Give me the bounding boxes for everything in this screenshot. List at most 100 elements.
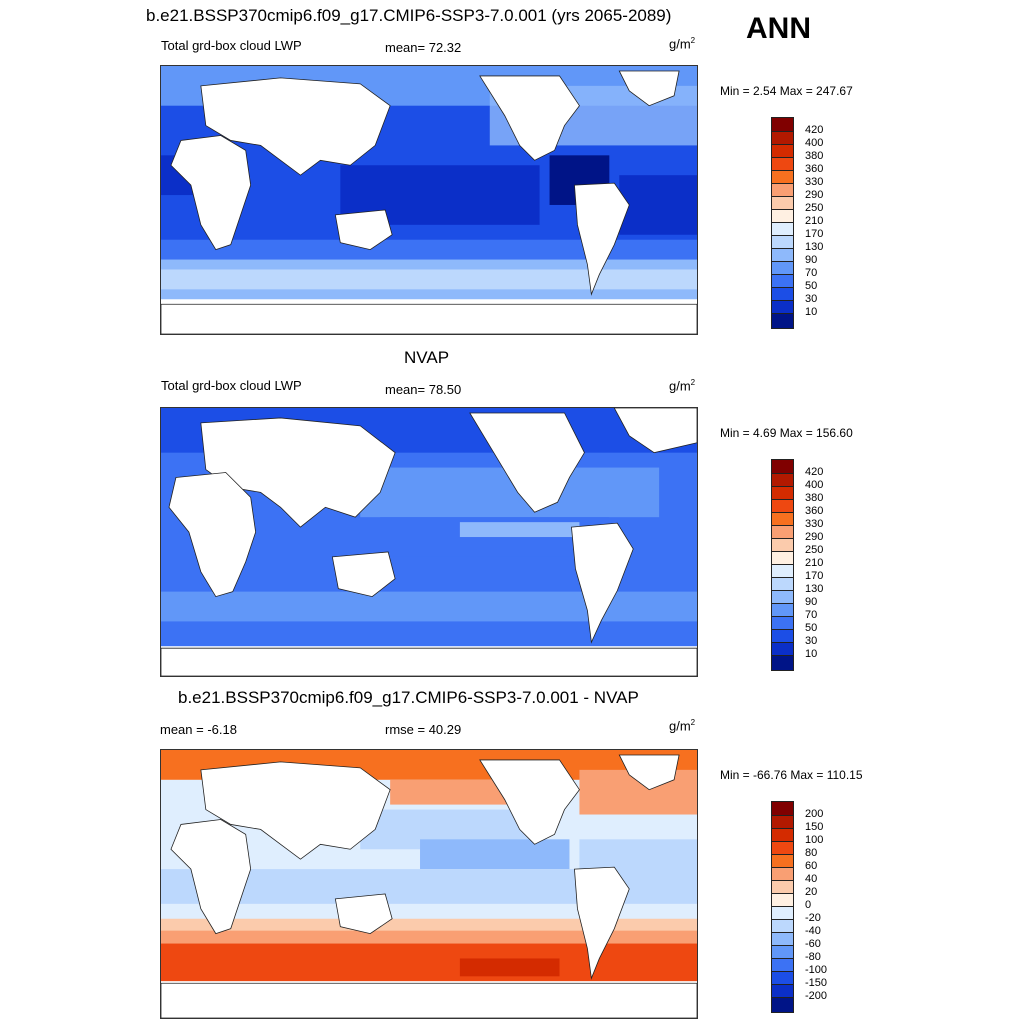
cb3-seg: [772, 815, 793, 828]
cb1-label: 420: [805, 124, 824, 136]
cb3-seg: [772, 945, 793, 958]
panel1-mean-label: mean= 72.32: [385, 40, 462, 55]
cb1-seg: [772, 248, 793, 261]
cb1-seg: [772, 157, 793, 170]
cb3-label: -20: [805, 912, 821, 924]
cb3-seg: [772, 958, 793, 971]
panel2-title: NVAP: [404, 348, 450, 367]
cb1-label: 70: [805, 267, 818, 279]
panel1-map-svg: [161, 66, 697, 334]
cb3-seg: [772, 893, 793, 906]
panel3-rmse-label: rmse = 40.29: [385, 722, 462, 737]
panel3-colorbar: [771, 801, 794, 1013]
cb2-seg: [772, 564, 793, 577]
cb2-seg: [772, 499, 793, 512]
cb2-seg: [772, 603, 793, 616]
panel1-colorbar: [771, 117, 794, 329]
cb3-label: 100: [805, 834, 824, 846]
cb1-label: 290: [805, 189, 824, 201]
cb3-seg: [772, 802, 793, 815]
cb2-label: 250: [805, 544, 824, 556]
cb1-label: 330: [805, 176, 824, 188]
cb2-seg: [772, 473, 793, 486]
cb1-seg: [772, 183, 793, 196]
cb3-label: -80: [805, 951, 821, 963]
cb3-label: 40: [805, 873, 818, 885]
panel2-variable-label: Total grd-box cloud LWP: [161, 378, 302, 393]
cb1-seg: [772, 313, 793, 328]
panel2-colorbar: [771, 459, 794, 671]
cb2-label: 10: [805, 648, 818, 660]
cb1-seg: [772, 118, 793, 131]
cb2-seg: [772, 512, 793, 525]
cb3-seg: [772, 971, 793, 984]
cb3-label: 200: [805, 808, 824, 820]
cb3-label: 20: [805, 886, 818, 898]
cb3-label: 80: [805, 847, 818, 859]
cb3-label: -200: [805, 990, 828, 1002]
cb2-seg: [772, 460, 793, 473]
cb1-seg: [772, 131, 793, 144]
cb1-seg: [772, 235, 793, 248]
cb1-label: 10: [805, 306, 818, 318]
cb3-label: 150: [805, 821, 824, 833]
cb1-seg: [772, 261, 793, 274]
cb1-label: 210: [805, 215, 824, 227]
panel1-variable-label: Total grd-box cloud LWP: [161, 38, 302, 53]
cb3-label: 0: [805, 899, 812, 911]
cb3-seg: [772, 932, 793, 945]
cb2-seg: [772, 551, 793, 564]
cb2-label: 380: [805, 492, 824, 504]
cb2-label: 360: [805, 505, 824, 517]
cb1-label: 250: [805, 202, 824, 214]
cb3-seg: [772, 841, 793, 854]
cb1-seg: [772, 287, 793, 300]
cb2-label: 130: [805, 583, 824, 595]
cb2-label: 290: [805, 531, 824, 543]
cb1-label: 90: [805, 254, 818, 266]
panel1-minmax: Min = 2.54 Max = 247.67: [720, 84, 853, 98]
cb3-label: -40: [805, 925, 821, 937]
season-label: ANN: [746, 12, 811, 45]
cb2-label: 400: [805, 479, 824, 491]
cb2-label: 420: [805, 466, 824, 478]
cb1-seg: [772, 274, 793, 287]
cb3-seg: [772, 906, 793, 919]
panel2-units: g/m2: [669, 378, 696, 394]
cb1-label: 130: [805, 241, 824, 253]
cb2-seg: [772, 538, 793, 551]
panel1-map: [160, 65, 698, 335]
panel2-mean-label: mean= 78.50: [385, 382, 462, 397]
panel3-units: g/m2: [669, 718, 696, 734]
cb3-label: -100: [805, 964, 828, 976]
panel2-minmax: Min = 4.69 Max = 156.60: [720, 426, 853, 440]
cb1-label: 400: [805, 137, 824, 149]
cb3-seg: [772, 828, 793, 841]
cb2-seg: [772, 642, 793, 655]
cb1-label: 170: [805, 228, 824, 240]
cb1-label: 360: [805, 163, 824, 175]
cb2-label: 330: [805, 518, 824, 530]
cb2-label: 30: [805, 635, 818, 647]
cb1-seg: [772, 144, 793, 157]
cb2-label: 210: [805, 557, 824, 569]
cb3-label: -150: [805, 977, 828, 989]
cb3-seg: [772, 854, 793, 867]
cb2-seg: [772, 577, 793, 590]
cb3-seg: [772, 997, 793, 1012]
cb2-label: 170: [805, 570, 824, 582]
cb3-seg: [772, 919, 793, 932]
cb1-seg: [772, 209, 793, 222]
cb2-label: 70: [805, 609, 818, 621]
cb1-seg: [772, 300, 793, 313]
cb1-seg: [772, 196, 793, 209]
panel2-map-svg: [161, 408, 697, 676]
panel2-map: [160, 407, 698, 677]
cb1-label: 380: [805, 150, 824, 162]
cb1-seg: [772, 222, 793, 235]
cb2-seg: [772, 629, 793, 642]
panel3-mean-label: mean = -6.18: [160, 722, 237, 737]
panel1-title: b.e21.BSSP370cmip6.f09_g17.CMIP6-SSP3-7.…: [146, 6, 672, 25]
panel3-title: b.e21.BSSP370cmip6.f09_g17.CMIP6-SSP3-7.…: [178, 688, 639, 707]
cb1-seg: [772, 170, 793, 183]
